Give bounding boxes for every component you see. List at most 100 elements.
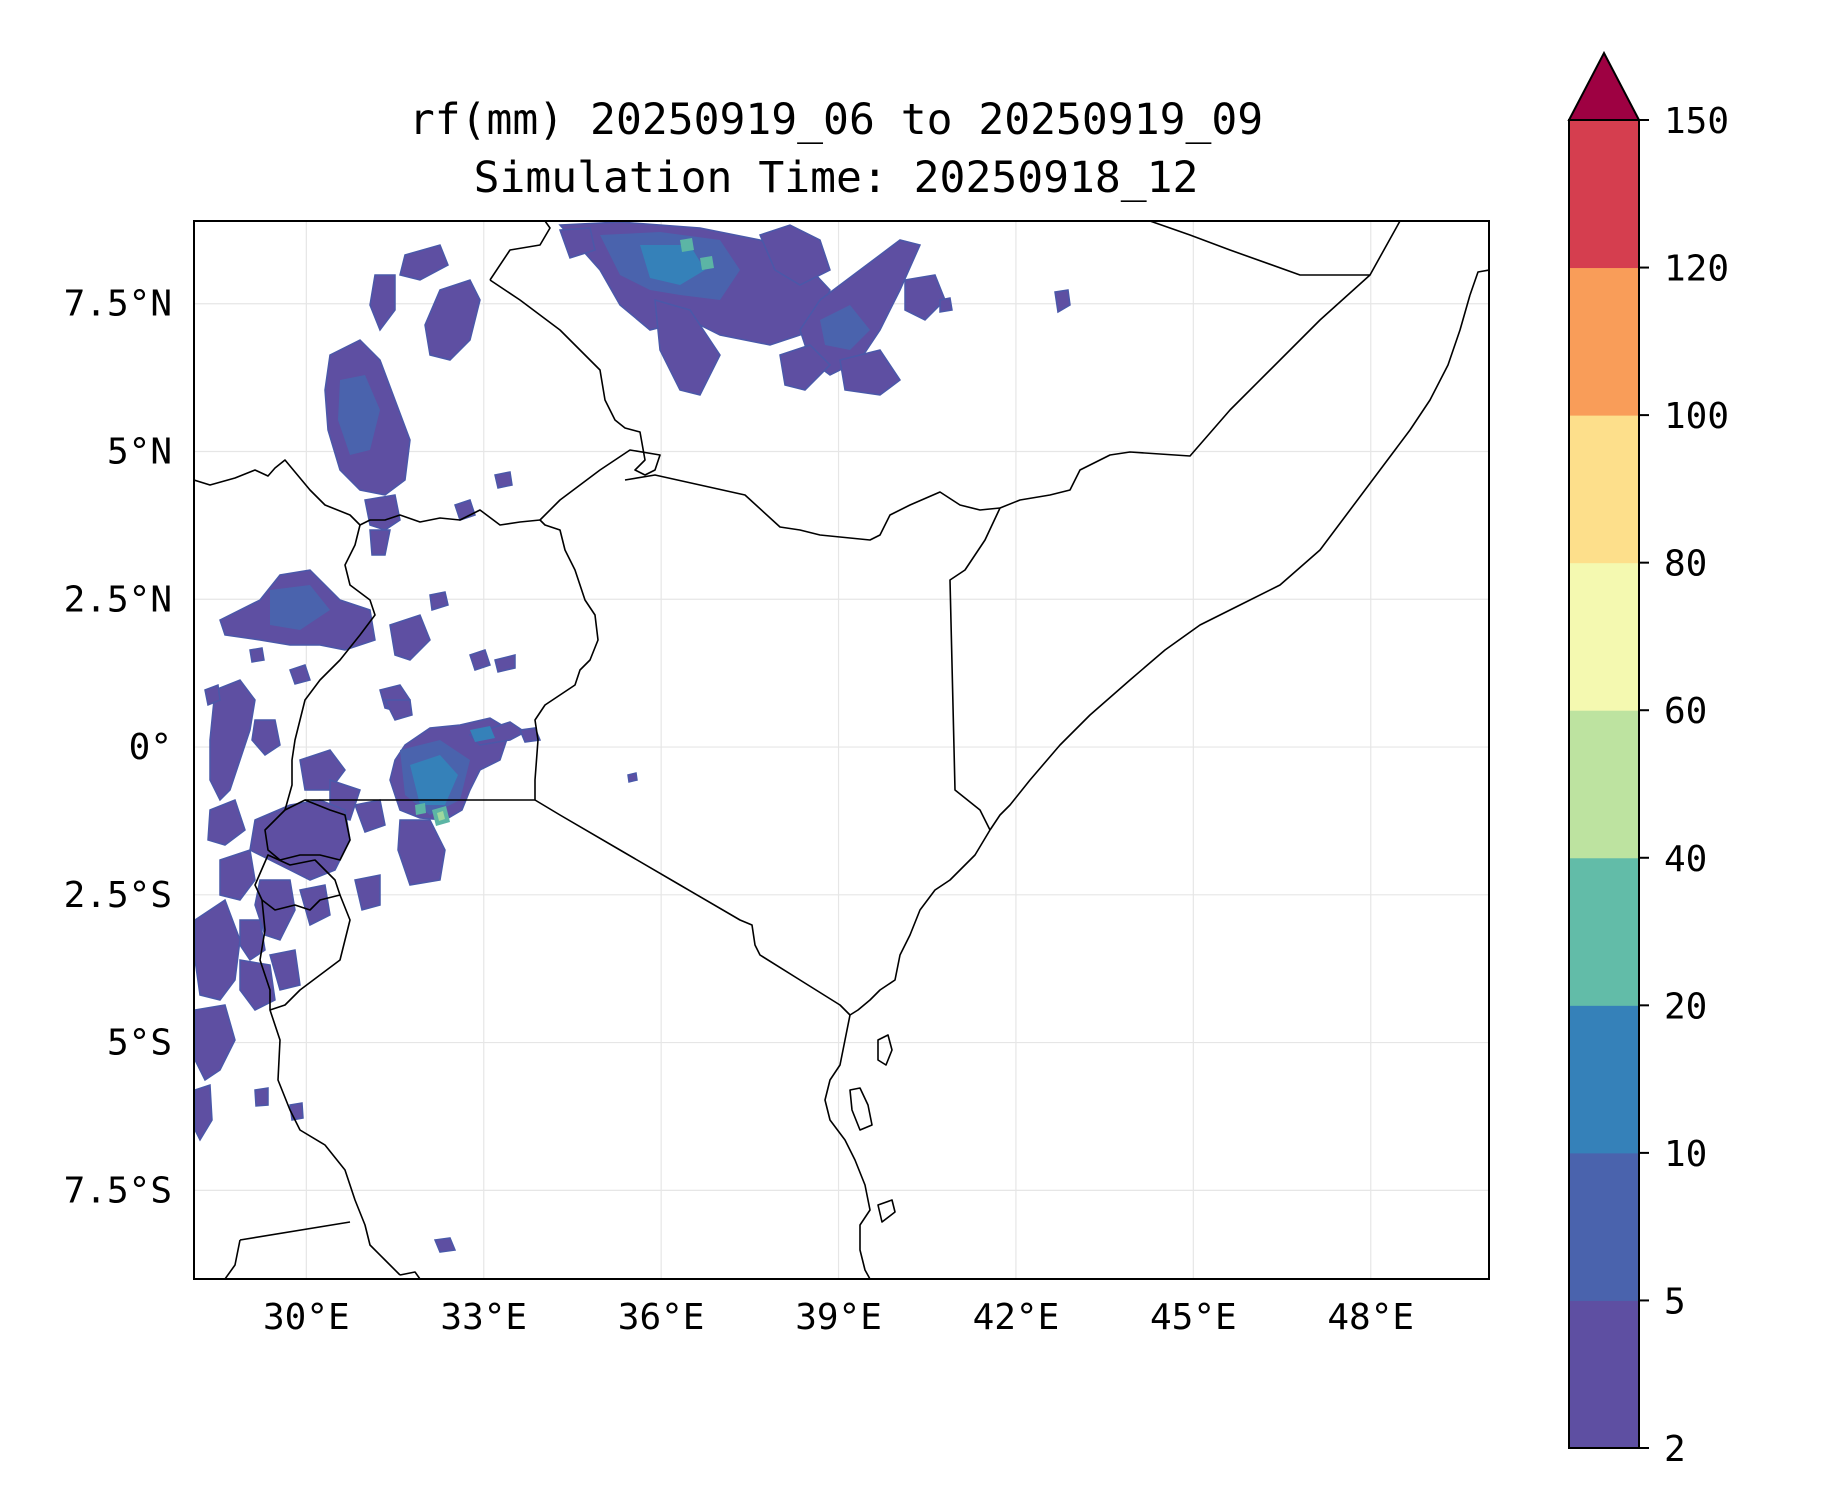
lat-tick-label: 2.5°N (64, 579, 172, 620)
rain-cell (1054, 289, 1071, 314)
coast-kenya-tanzania (824, 829, 991, 1279)
colorbar-tick-label: 150 (1664, 101, 1729, 142)
border-rwanda (264, 799, 351, 861)
border-south-sudan-ethiopia-east (489, 279, 661, 521)
rain-cell (654, 298, 721, 396)
rain-cell (494, 654, 516, 673)
border-south-sudan-ethiopia (489, 221, 551, 281)
country-borders (194, 221, 1489, 1279)
rain-cell (383, 699, 413, 721)
rain-core-40 (700, 256, 714, 270)
lat-tick-label: 7.5°N (64, 284, 172, 325)
border-somalia-coast-north (1469, 269, 1489, 296)
colorbar-segment (1569, 562, 1639, 711)
colorbar-tick-label: 2 (1664, 1429, 1686, 1470)
rain-cell (353, 799, 386, 833)
lat-tick-label: 0° (129, 727, 172, 768)
colorbar-tick-label: 10 (1664, 1134, 1707, 1175)
rain-cell (904, 274, 946, 321)
rain-cell (289, 664, 311, 685)
rain-cell (758, 224, 831, 286)
colorbar-frame (1568, 119, 1640, 1449)
border-kenya-somalia (949, 507, 1001, 831)
lat-tick-label: 7.5°S (64, 1170, 172, 1211)
rain-core-10 (338, 375, 380, 455)
rain-cell (369, 274, 396, 332)
border-ethiopia-kenya (624, 474, 1001, 541)
rain-cell (239, 959, 276, 1011)
figure-title-line2: Simulation Time: 20250918_12 (474, 153, 1199, 203)
rain-cell (397, 819, 446, 886)
lon-tick-label: 36°E (618, 1297, 705, 1338)
rain-cell (194, 898, 241, 1001)
rain-core-40 (680, 238, 694, 252)
border-ethiopia-somalia (999, 221, 1401, 509)
rain-cell (939, 297, 953, 313)
colorbar-segment (1569, 857, 1639, 1006)
lat-tick-label: 2.5°S (64, 875, 172, 916)
rain-cell (518, 727, 542, 743)
rain-cell (249, 647, 265, 663)
rain-cell (389, 614, 431, 661)
colorbar-tick-label: 40 (1664, 839, 1707, 880)
rain-cell (269, 949, 301, 991)
rain-cell (299, 749, 346, 791)
lon-tick-label: 42°E (973, 1297, 1060, 1338)
rain-cell (209, 679, 256, 802)
colorbar-tick-label: 20 (1664, 986, 1707, 1027)
rain-cell (399, 244, 449, 281)
border-burundi-tanzania (269, 894, 351, 1011)
rain-cell (207, 799, 246, 846)
colorbar-segment (1569, 1152, 1639, 1301)
lon-tick-label: 33°E (440, 1297, 527, 1338)
pemba-island (849, 1087, 873, 1131)
rain-cell (219, 849, 256, 901)
lon-tick-label: 45°E (1150, 1297, 1237, 1338)
lat-tick-label: 5°S (107, 1023, 172, 1064)
rain-core-20 (410, 755, 458, 805)
border-malawi (399, 1271, 421, 1279)
rain-cell (289, 1102, 304, 1121)
zanzibar-island (877, 1034, 893, 1066)
lat-tick-label: 5°N (107, 432, 172, 473)
colorbar-segment (1569, 1300, 1639, 1449)
colorbar-extend-arrow (1567, 50, 1641, 121)
border-uganda-drc (284, 524, 376, 811)
longitude-axis: 30°E 33°E 36°E 39°E 42°E 45°E 48°E (263, 1297, 1414, 1338)
rain-cell (251, 719, 281, 756)
rain-cell (254, 1087, 269, 1107)
rain-core-10 (270, 585, 330, 630)
rain-cell (779, 344, 832, 391)
map-background (194, 221, 1489, 1279)
rain-core-10 (820, 305, 870, 350)
rain-core-20 (640, 245, 705, 285)
map-panel: 30°E 33°E 36°E 39°E 42°E 45°E 48°E 7.5°N 5°N 2.5… (64, 220, 1490, 1338)
colorbar-tick-label: 5 (1664, 1281, 1686, 1322)
rain-cell (558, 227, 596, 259)
border-burundi (254, 854, 341, 911)
rain-cell (354, 874, 381, 911)
border-lake-tanganyika (259, 899, 401, 1276)
colorbar-segment (1569, 710, 1639, 859)
colorbar: 2 5 10 20 40 60 80 100 120 150 (1567, 50, 1729, 1470)
border-ethiopia-somaliland (1149, 221, 1370, 276)
rain-cell (424, 279, 481, 361)
colorbar-tick-label: 120 (1664, 249, 1729, 290)
border-uganda-kenya (534, 519, 599, 800)
rain-cell (494, 471, 513, 489)
colorbar-segment (1569, 1005, 1639, 1154)
colorbar-segment (1569, 415, 1639, 564)
rain-cell (429, 591, 449, 611)
map-frame (193, 220, 1490, 1280)
border-kenya-tanzania (534, 799, 851, 1016)
colorbar-segment (1569, 120, 1639, 269)
rain-cell (369, 529, 391, 556)
lon-tick-label: 30°E (263, 1297, 350, 1338)
border-zambia-south (224, 1239, 241, 1279)
figure-title-line1: rf(mm) 20250919_06 to 20250919_09 (409, 95, 1263, 145)
rain-cell (204, 683, 221, 707)
rain-cell (469, 649, 491, 671)
coast-east-africa (989, 294, 1471, 831)
rain-core-60 (437, 811, 445, 821)
